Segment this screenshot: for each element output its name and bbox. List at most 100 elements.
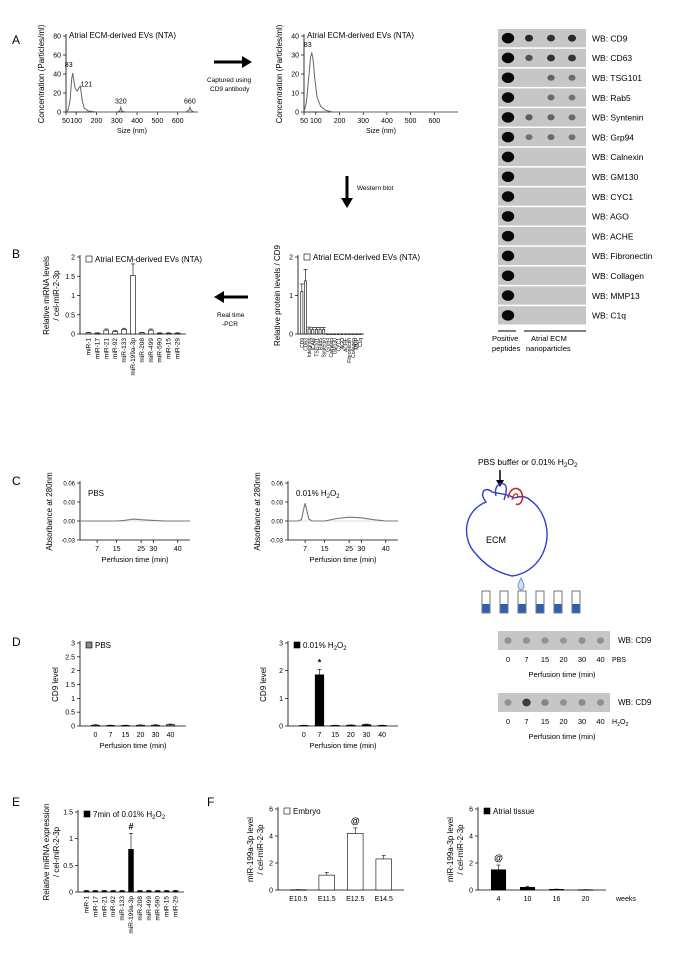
y-axis-label: CD9 level xyxy=(51,667,60,702)
x-category-label: Grp94 xyxy=(325,338,331,352)
cd9-dot-blot-panel: 0 7 15 20 30 40 WB: CD9 PBS Perfusion time (min)… xyxy=(498,631,652,741)
dot-blot-spot xyxy=(522,637,531,644)
blot-dot xyxy=(501,211,515,222)
x-category-label: 20 xyxy=(137,732,145,739)
blot-strip xyxy=(498,128,586,147)
blot-strip xyxy=(498,68,586,87)
legend-label: PBS xyxy=(95,641,111,650)
peak-label: 83 xyxy=(304,42,312,49)
blot-dot xyxy=(525,54,533,62)
bar xyxy=(358,333,362,335)
x-tick-label: 100 xyxy=(310,118,322,125)
time-label: 7 xyxy=(524,717,528,726)
y-axis-label: Absorbance at 280nm xyxy=(45,472,54,551)
blot-dot xyxy=(501,270,515,282)
tube xyxy=(499,590,509,614)
panel-label-f: F xyxy=(207,795,214,809)
y-axis-label: Concentration (Particles/ml) xyxy=(37,24,46,123)
x-category-label: 7 xyxy=(109,732,113,739)
y-tick-label: 20 xyxy=(291,72,299,79)
x-category-label: ICAM xyxy=(311,338,317,351)
x-tick-label: 600 xyxy=(172,118,184,125)
bar xyxy=(91,724,100,727)
legend-swatch xyxy=(483,807,491,815)
x-tick-label: 50 xyxy=(300,118,308,125)
blot-dot xyxy=(501,72,515,84)
bar xyxy=(315,329,318,335)
y-tick-label: 0.03 xyxy=(63,501,75,507)
x-tick-label: 30 xyxy=(149,546,157,553)
bar xyxy=(165,332,172,335)
bar xyxy=(346,724,356,727)
time-label: 15 xyxy=(541,655,549,664)
time-label: 7 xyxy=(524,655,528,664)
x-category-label: miR-17 xyxy=(94,338,101,359)
bar xyxy=(347,333,351,335)
y-tick-label: 0 xyxy=(57,110,61,117)
blot-dot xyxy=(567,34,577,42)
nta-chart-a2: 0 10 20 30 40 Concentration (Particles/ml) 50 1… xyxy=(275,24,458,135)
bar xyxy=(333,333,337,335)
y-tick-label: 40 xyxy=(53,72,61,79)
dot-blot-spot xyxy=(541,637,549,644)
y-tick-label: 2 xyxy=(289,255,293,262)
x-category-label: AGO xyxy=(340,338,346,349)
blot-strip xyxy=(498,266,586,285)
captured-annotation-line1: Captured using xyxy=(207,77,251,84)
dot-blot-strip xyxy=(498,693,610,712)
blot-row-label: WB: CD63 xyxy=(592,53,632,63)
panel-label-e: E xyxy=(12,795,20,809)
dot-blot-xlabel: Perfusion time (min) xyxy=(528,732,596,741)
time-label: 20 xyxy=(559,717,567,726)
bar xyxy=(307,328,311,335)
legend-swatch xyxy=(85,255,93,263)
heart-perfusion-schematic: PBS buffer or 0.01% H2O2 ECM xyxy=(465,457,581,614)
x-category-label: miR-29 xyxy=(175,338,182,359)
panel-label-d: D xyxy=(12,635,21,649)
pcr-annotation-line2: -PCR xyxy=(222,321,238,328)
bar xyxy=(121,725,130,727)
x-category-label: 0 xyxy=(302,732,306,739)
y-tick-label: 10 xyxy=(291,91,299,98)
bar xyxy=(330,725,340,727)
x-category-label: Rab5 xyxy=(318,338,324,350)
peak-label: 83 xyxy=(65,62,73,69)
bar xyxy=(340,333,344,335)
absorbance-chart-c1: -0.03 0.00 0.03 0.06 Absorbance at 280nm 7 15 2… xyxy=(45,472,190,564)
western-blot-panel: WB: CD9 WB: CD63 WB: TSG101 WB: Rab5 WB: Syn… xyxy=(492,29,653,353)
tube xyxy=(535,590,545,614)
time-label: 30 xyxy=(578,717,586,726)
y-axis-label: miR-199a-3p level/ cel-miR-2-3p xyxy=(446,817,465,882)
legend-label: 7min of 0.01% H2O2 xyxy=(93,810,166,821)
bar xyxy=(85,332,92,335)
dot-blot-spot xyxy=(560,637,567,644)
bar xyxy=(361,724,372,727)
bar xyxy=(351,333,355,335)
group-label-atrial: Atrial ECM xyxy=(531,334,567,343)
x-category-label: 15 xyxy=(331,732,339,739)
blot-dot xyxy=(547,34,555,42)
blot-dot xyxy=(547,134,555,141)
blot-strip xyxy=(498,147,586,167)
bar xyxy=(548,889,565,891)
y-tick-label: 0 xyxy=(295,110,299,117)
x-category-label: miR-21 xyxy=(101,896,108,917)
series-line xyxy=(303,51,458,113)
blot-dot xyxy=(547,74,555,81)
x-tick-label: 15 xyxy=(113,546,121,553)
bar xyxy=(110,890,116,893)
y-tick-label: 0.5 xyxy=(63,863,73,870)
group-label-atrial-2: nanoparticles xyxy=(526,344,571,353)
blot-row-label: WB: MMP13 xyxy=(592,291,640,301)
blot-dot xyxy=(501,112,515,123)
blot-dot xyxy=(547,114,555,121)
bar xyxy=(329,333,333,335)
dot-blot-spot xyxy=(522,698,531,707)
blot-row-label: WB: Rab5 xyxy=(592,93,631,103)
x-category-label: miR-199a-3p xyxy=(128,896,135,934)
blot-dot xyxy=(568,134,576,141)
y-tick-label: 4 xyxy=(269,834,273,841)
vessel-red xyxy=(507,487,524,506)
